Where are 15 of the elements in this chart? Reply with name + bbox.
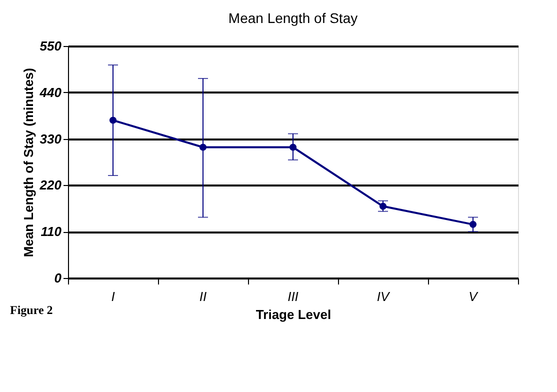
y-axis-title: Mean Length of Stay (minutes) xyxy=(20,68,36,258)
chart-title: Mean Length of Stay xyxy=(228,10,358,26)
x-axis-title: Triage Level xyxy=(256,307,332,322)
caption: Figure 2 xyxy=(10,303,53,317)
x-tick-label: III xyxy=(288,289,299,304)
x-tick-label: II xyxy=(199,289,207,304)
y-tick-label: 440 xyxy=(38,84,62,100)
y-tick-label: 110 xyxy=(40,224,62,240)
y-tick-label: 0 xyxy=(54,270,62,286)
y-tick-label: 550 xyxy=(40,38,62,54)
x-tick-label: I xyxy=(111,289,116,304)
y-tick-label: 330 xyxy=(40,131,62,146)
y-tick-label: 220 xyxy=(38,178,62,193)
x-tick-label: V xyxy=(468,289,479,304)
x-tick-label: IV xyxy=(376,289,390,304)
